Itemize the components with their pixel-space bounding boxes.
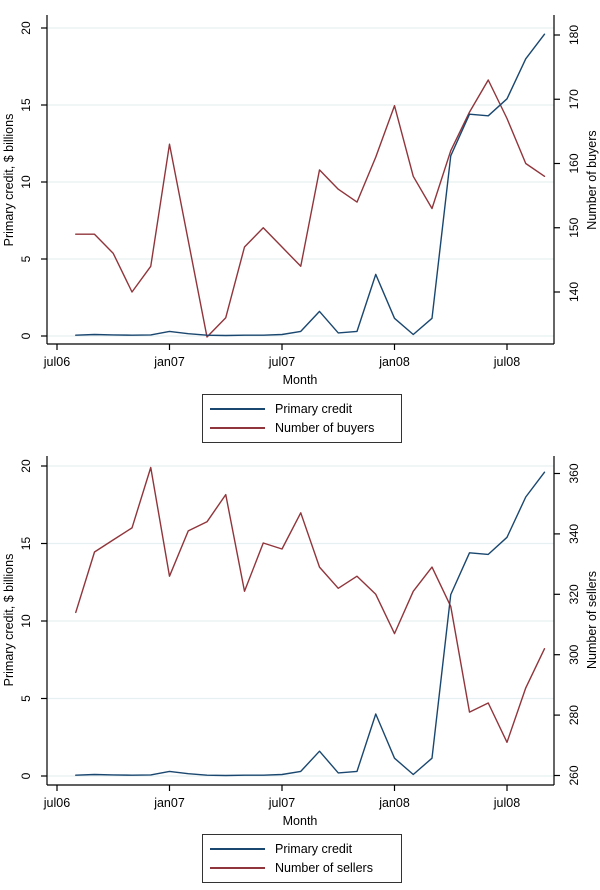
y-tick-label-right: 360 bbox=[567, 463, 581, 483]
y-tick-label-left: 15 bbox=[19, 537, 33, 551]
y-tick-label-left: 5 bbox=[19, 695, 33, 702]
y-tick-label-left: 10 bbox=[19, 175, 33, 189]
y-tick-label-right: 170 bbox=[567, 89, 581, 109]
y-tick-label-right: 140 bbox=[567, 282, 581, 302]
number-of-buyers-line bbox=[75, 79, 546, 338]
y-tick-label-left: 15 bbox=[19, 98, 33, 112]
y-tick-label-left: 10 bbox=[19, 614, 33, 628]
legend-line-sample-red bbox=[210, 867, 265, 869]
y-tick-label-left: 0 bbox=[19, 772, 33, 779]
x-tick-label: jan08 bbox=[378, 355, 410, 369]
x-axis-title-bottom-chart: Month bbox=[282, 814, 318, 828]
legend-item: Primary credit bbox=[203, 400, 401, 419]
x-tick-label: jan07 bbox=[153, 796, 185, 810]
y-tick-label-left: 0 bbox=[19, 332, 33, 339]
y-tick-label-right: 300 bbox=[567, 644, 581, 664]
primary-credit-line bbox=[75, 471, 546, 777]
y-tick-label-right: 260 bbox=[567, 765, 581, 785]
x-tick-label: jul08 bbox=[493, 796, 520, 810]
x-tick-label: jul06 bbox=[43, 796, 70, 810]
legend-line-sample-blue bbox=[210, 848, 265, 850]
y-tick-label-right: 160 bbox=[567, 153, 581, 173]
legend-item: Primary credit bbox=[203, 840, 401, 859]
y-tick-label-right: 340 bbox=[567, 524, 581, 544]
number-of-sellers-line bbox=[75, 466, 546, 743]
legend-label: Primary credit bbox=[275, 842, 353, 856]
legend-item: Number of sellers bbox=[203, 859, 401, 878]
y-tick-label-right: 180 bbox=[567, 25, 581, 45]
legend-label: Number of buyers bbox=[275, 421, 375, 435]
legend-bottom-chart: Primary credit Number of sellers bbox=[202, 834, 402, 883]
y-tick-label-left: 20 bbox=[19, 21, 33, 35]
y-tick-label-left: 5 bbox=[19, 255, 33, 262]
x-tick-label: jan07 bbox=[153, 355, 185, 369]
y-axis-title-left-bottom-chart: Primary credit, $ billions bbox=[2, 553, 16, 687]
x-tick-label: jan08 bbox=[378, 796, 410, 810]
y-tick-label-left: 20 bbox=[19, 459, 33, 473]
legend-top-chart: Primary credit Number of buyers bbox=[202, 394, 402, 443]
primary-credit-line bbox=[75, 33, 546, 337]
y-axis-title-right-top-chart: Number of buyers bbox=[585, 130, 599, 230]
x-axis-title-top-chart: Month bbox=[282, 373, 318, 387]
legend-line-sample-blue bbox=[210, 408, 265, 410]
legend-item: Number of buyers bbox=[203, 419, 401, 438]
x-tick-label: jul07 bbox=[268, 796, 295, 810]
y-axis-title-left-top-chart: Primary credit, $ billions bbox=[2, 113, 16, 247]
y-tick-label-right: 280 bbox=[567, 705, 581, 725]
y-tick-label-right: 150 bbox=[567, 217, 581, 237]
y-tick-label-right: 320 bbox=[567, 584, 581, 604]
legend-label: Primary credit bbox=[275, 402, 353, 416]
x-tick-label: jul07 bbox=[268, 355, 295, 369]
legend-label: Number of sellers bbox=[275, 861, 373, 875]
y-axis-title-right-bottom-chart: Number of sellers bbox=[585, 571, 599, 669]
legend-line-sample-red bbox=[210, 427, 265, 429]
x-tick-label: jul08 bbox=[493, 355, 520, 369]
x-tick-label: jul06 bbox=[43, 355, 70, 369]
